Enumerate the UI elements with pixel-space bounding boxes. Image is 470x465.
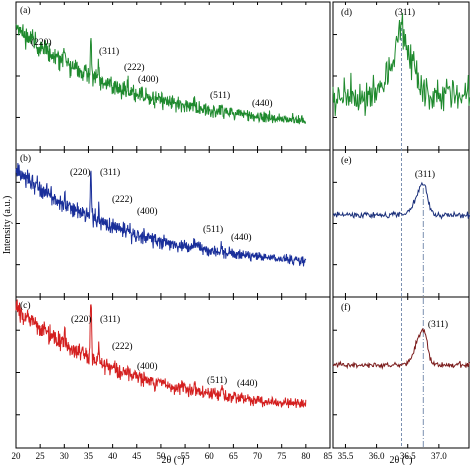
- x-tick-label: 50: [156, 451, 166, 461]
- inset-x-axis-label: 2θ (°): [390, 455, 413, 465]
- peak-label: (220): [71, 314, 92, 325]
- series-line-a: [15, 24, 306, 125]
- peak-label: (400): [137, 206, 158, 217]
- x-tick-label: 55: [181, 451, 191, 461]
- y-axis-label: Intensity (a.u.): [2, 196, 13, 255]
- series-line-c: [15, 299, 307, 409]
- inset-x-tick-label: 37.0: [431, 451, 447, 461]
- peak-label: (311): [99, 46, 119, 57]
- peak-label: (440): [252, 98, 273, 109]
- panel-label: (c): [20, 300, 31, 311]
- inset-x-tick-label: 36.0: [369, 451, 385, 461]
- peak-label: (400): [137, 361, 158, 372]
- peak-label: (222): [112, 341, 133, 352]
- series-line-b: [15, 162, 307, 267]
- x-tick-label: 35: [84, 451, 94, 461]
- x-tick-label: 30: [60, 451, 70, 461]
- peak-label: (511): [207, 375, 227, 386]
- peak-label: (222): [124, 62, 145, 73]
- peak-label: (400): [138, 74, 159, 85]
- series-line-e: [332, 181, 470, 220]
- x-tick-label: 45: [132, 451, 142, 461]
- peak-label: (220): [70, 167, 91, 178]
- peak-label: (511): [210, 90, 230, 101]
- x-tick-label: 75: [277, 451, 287, 461]
- peak-label: (311): [100, 167, 120, 178]
- x-tick-label: 85: [324, 451, 334, 461]
- series-line-f: [333, 327, 470, 370]
- peak-label: (220): [31, 37, 52, 48]
- x-tick-label: 25: [36, 451, 46, 461]
- x-tick-label: 20: [12, 451, 22, 461]
- peak-label: (311): [395, 7, 415, 18]
- peak-label: (311): [428, 319, 448, 330]
- x-tick-label: 80: [301, 451, 311, 461]
- panel-label: (d): [341, 7, 352, 18]
- panel-label: (e): [341, 155, 352, 166]
- peak-label: (511): [203, 224, 223, 235]
- inset-x-tick-label: 36.5: [400, 451, 416, 461]
- panel-label: (b): [20, 153, 31, 164]
- panel-label: (f): [341, 302, 351, 313]
- x-tick-label: 40: [108, 451, 118, 461]
- inset-x-tick-label: 35.5: [338, 451, 354, 461]
- x-tick-label: 70: [253, 451, 263, 461]
- main-panel-frame-2: [15, 296, 331, 449]
- peak-label: (222): [112, 194, 133, 205]
- series-line-d: [332, 13, 470, 117]
- peak-label: (440): [237, 378, 258, 389]
- peak-label: (440): [231, 232, 252, 243]
- main-panel-frame-0: [15, 1, 331, 151]
- panel-label: (a): [20, 5, 31, 16]
- x-tick-label: 65: [229, 451, 239, 461]
- main-panel-frame-1: [15, 149, 331, 298]
- peak-label: (311): [415, 169, 435, 180]
- peak-label: (311): [100, 314, 120, 325]
- x-tick-label: 60: [205, 451, 215, 461]
- x-axis-label: 2θ (°): [162, 455, 185, 465]
